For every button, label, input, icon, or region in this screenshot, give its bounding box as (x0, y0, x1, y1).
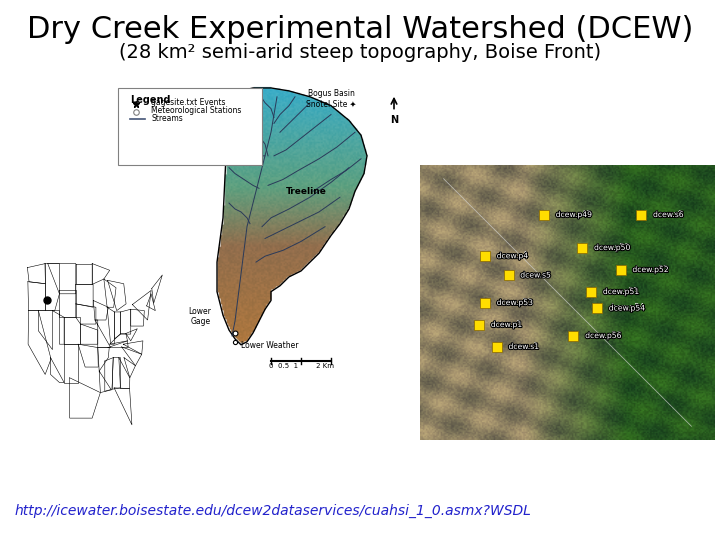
Text: Bogus Basin
Snotel Site ✦: Bogus Basin Snotel Site ✦ (306, 90, 356, 109)
Text: dcew.p50: dcew.p50 (594, 243, 630, 252)
Text: dcew.p54: dcew.p54 (609, 303, 645, 313)
Text: dcew.s5: dcew.s5 (521, 271, 551, 280)
Text: dcew.p4: dcew.p4 (497, 251, 528, 260)
Text: dcew.p49: dcew.p49 (556, 210, 592, 219)
Text: Published by Jim
Mc.Namara, Boise State
University: Published by Jim Mc.Namara, Boise State … (427, 300, 644, 360)
Text: dcew.p49: dcew.p49 (556, 210, 592, 219)
Text: dcew.p54: dcew.p54 (609, 303, 645, 313)
Text: Dry Creek Experimental Watershed (DCEW): Dry Creek Experimental Watershed (DCEW) (27, 16, 693, 44)
FancyBboxPatch shape (118, 88, 262, 165)
Text: 68 Sites
20 Variables
5924511 values: 68 Sites 20 Variables 5924511 values (427, 200, 572, 260)
Text: dcew.p51: dcew.p51 (603, 287, 639, 296)
Text: dcew.p56: dcew.p56 (585, 331, 621, 340)
Text: gagesite.txt Events: gagesite.txt Events (151, 98, 225, 107)
Text: dcew.s5: dcew.s5 (521, 271, 551, 280)
Text: dcew.p4: dcew.p4 (497, 251, 528, 260)
Text: dcew.p51: dcew.p51 (603, 287, 639, 296)
Text: Lower Weather: Lower Weather (241, 341, 299, 350)
Text: (28 km² semi-arid steep topography, Boise Front): (28 km² semi-arid steep topography, Bois… (119, 44, 601, 63)
Text: dcew.p52: dcew.p52 (632, 265, 668, 274)
Text: Lower
Gage: Lower Gage (188, 307, 211, 326)
Text: dcew.s6: dcew.s6 (653, 210, 683, 219)
Text: dcew.s1: dcew.s1 (508, 342, 539, 351)
Text: dcew.p52: dcew.p52 (632, 265, 668, 274)
Text: Streams: Streams (151, 114, 183, 124)
Text: Treeline: Treeline (286, 187, 327, 196)
Text: dcew.s1: dcew.s1 (508, 342, 539, 351)
Text: Legend: Legend (130, 96, 171, 105)
Text: dcew.p56: dcew.p56 (585, 331, 621, 340)
Text: dcew.p1: dcew.p1 (491, 320, 522, 329)
Text: 0  0.5  1        2 Km: 0 0.5 1 2 Km (269, 363, 333, 369)
Text: http://icewater.boisestate.edu/dcew2dataservices/cuahsi_1_0.asmx?WSDL: http://icewater.boisestate.edu/dcew2data… (15, 504, 532, 518)
Text: N: N (390, 114, 398, 125)
Text: dcew.p50: dcew.p50 (594, 243, 630, 252)
Text: dcew.p1: dcew.p1 (491, 320, 522, 329)
Text: dcew.p53: dcew.p53 (497, 298, 533, 307)
Text: dcew.s6: dcew.s6 (653, 210, 683, 219)
Text: Meteorological Stations: Meteorological Stations (151, 106, 241, 115)
Text: dcew.p53: dcew.p53 (497, 298, 533, 307)
